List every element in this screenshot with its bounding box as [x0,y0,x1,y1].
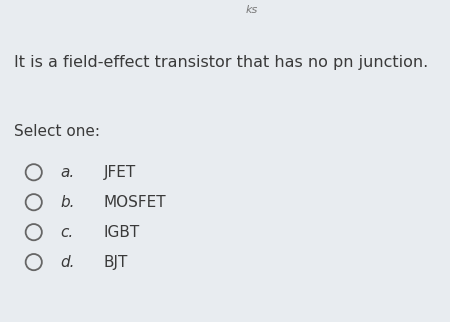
Text: b.: b. [61,195,75,210]
Text: ks: ks [246,5,258,15]
Text: MOSFET: MOSFET [104,195,166,210]
Text: JFET: JFET [104,165,136,180]
Text: a.: a. [61,165,75,180]
Text: IGBT: IGBT [104,225,140,240]
Text: c.: c. [61,225,74,240]
Text: BJT: BJT [104,255,128,270]
Text: d.: d. [61,255,75,270]
Text: It is a field-effect transistor that has no pn junction.: It is a field-effect transistor that has… [14,55,428,70]
Text: Select one:: Select one: [14,124,99,139]
